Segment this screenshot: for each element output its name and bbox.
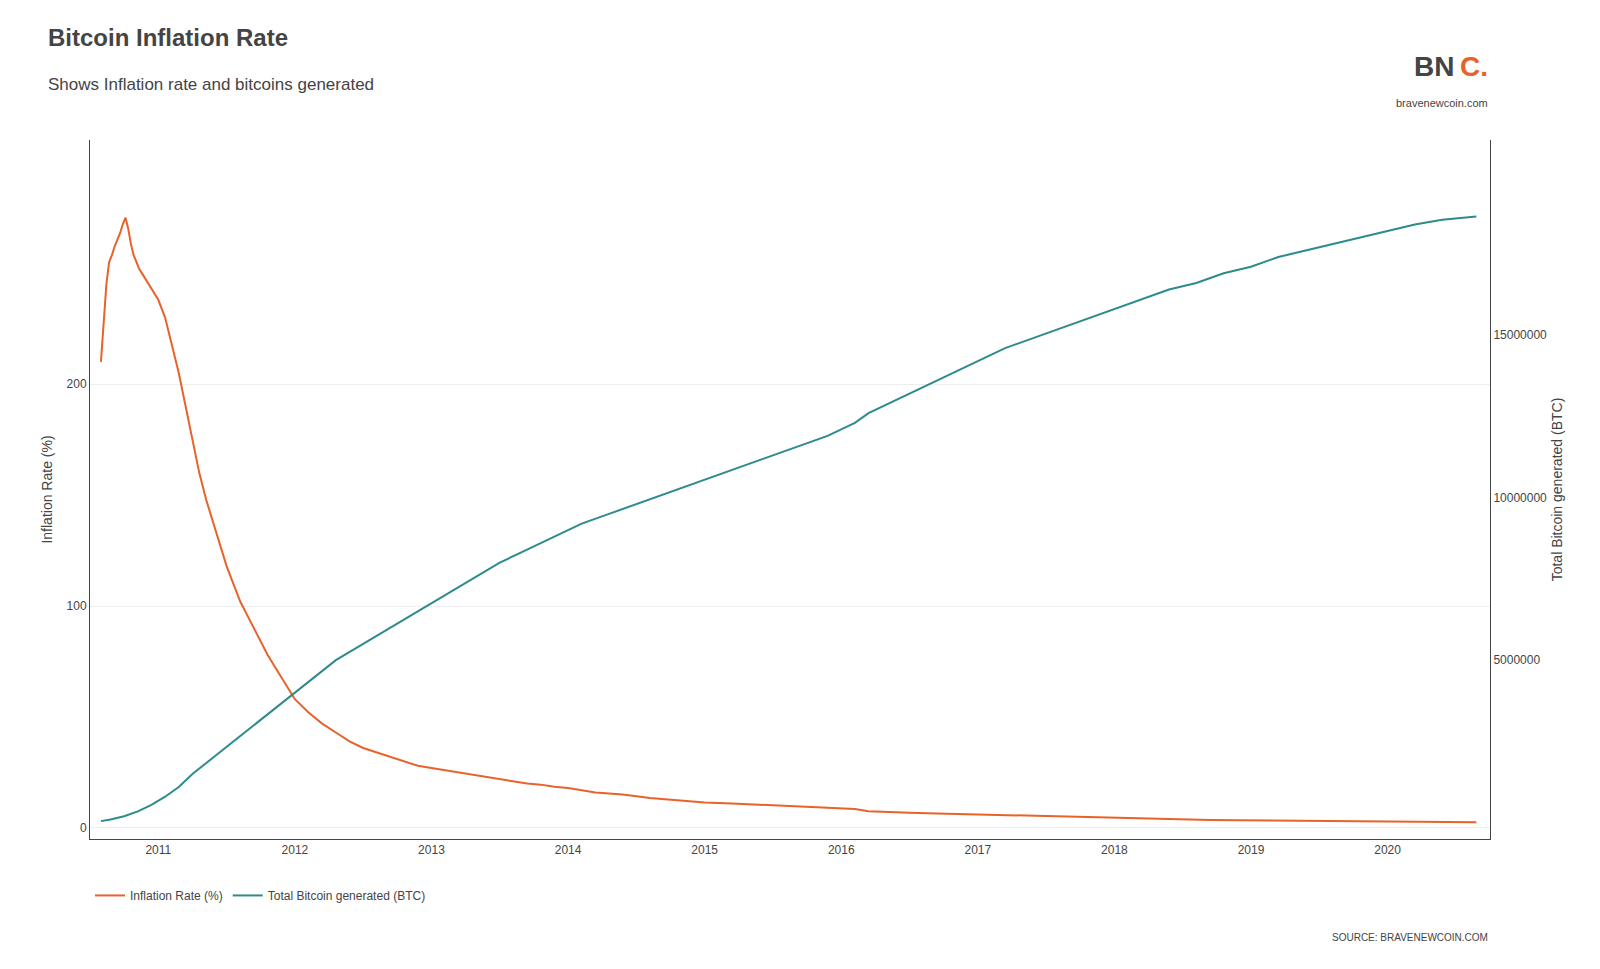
svg-text:SOURCE: BRAVENEWCOIN.COM: SOURCE: BRAVENEWCOIN.COM xyxy=(1332,932,1488,943)
svg-text:C.: C. xyxy=(1460,51,1488,82)
svg-text:Inflation Rate (%): Inflation Rate (%) xyxy=(39,435,55,543)
svg-text:2020: 2020 xyxy=(1374,843,1401,857)
svg-text:2017: 2017 xyxy=(964,843,991,857)
svg-text:2014: 2014 xyxy=(555,843,582,857)
svg-text:Bitcoin Inflation Rate: Bitcoin Inflation Rate xyxy=(48,24,288,51)
svg-text:2019: 2019 xyxy=(1238,843,1265,857)
svg-text:10000000: 10000000 xyxy=(1493,491,1547,505)
svg-text:100: 100 xyxy=(67,599,87,613)
svg-text:200: 200 xyxy=(67,377,87,391)
svg-text:BN: BN xyxy=(1414,51,1454,82)
svg-text:2011: 2011 xyxy=(145,843,171,857)
svg-text:2015: 2015 xyxy=(691,843,718,857)
svg-text:Inflation Rate (%): Inflation Rate (%) xyxy=(130,889,223,903)
svg-text:2012: 2012 xyxy=(282,843,309,857)
svg-text:2013: 2013 xyxy=(418,843,445,857)
svg-text:Total Bitcoin generated (BTC): Total Bitcoin generated (BTC) xyxy=(268,889,425,903)
svg-text:2016: 2016 xyxy=(828,843,855,857)
svg-text:5000000: 5000000 xyxy=(1493,653,1540,667)
svg-text:15000000: 15000000 xyxy=(1493,328,1547,342)
svg-text:2018: 2018 xyxy=(1101,843,1128,857)
svg-text:0: 0 xyxy=(80,821,87,835)
svg-text:Shows Inflation rate and bitco: Shows Inflation rate and bitcoins genera… xyxy=(48,75,374,94)
svg-text:Total Bitcoin generated (BTC): Total Bitcoin generated (BTC) xyxy=(1549,398,1565,582)
svg-text:bravenewcoin.com: bravenewcoin.com xyxy=(1396,97,1488,109)
